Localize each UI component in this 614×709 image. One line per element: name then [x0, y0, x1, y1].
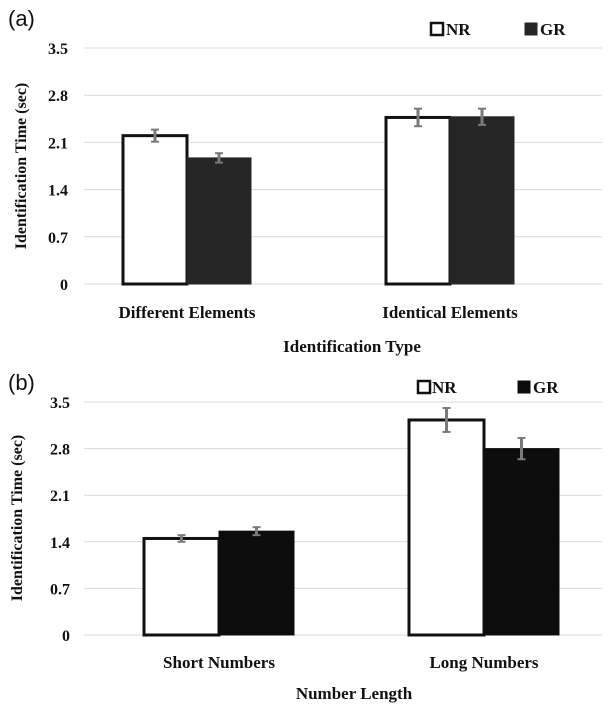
y-tick-label: 0 [62, 628, 70, 645]
y-tick-label: 3.5 [50, 395, 70, 412]
x-category-label: Identical Elements [382, 303, 518, 322]
error-bars [177, 406, 526, 543]
legend-label: NR [432, 378, 457, 397]
panel-label: (b) [8, 370, 35, 395]
y-tick-labels: 0 0.7 1.4 2.1 2.8 3.5 [48, 41, 68, 294]
bar [121, 134, 189, 286]
bars [121, 115, 515, 286]
y-tick-label: 3.5 [48, 41, 68, 58]
x-axis-label: Identification Type [283, 337, 421, 356]
y-axis-label: Identification Time (sec) [13, 83, 30, 250]
legend-swatch [517, 380, 531, 394]
chart-panel-b: (b) 0 0.7 1.4 2.1 2.8 3.5 Short Numbers Long N… [8, 370, 602, 703]
legend: NR GR [429, 20, 566, 39]
y-tick-label: 1.4 [50, 535, 70, 552]
legend: NR GR [416, 378, 559, 397]
bars [142, 418, 560, 637]
bar [407, 418, 486, 637]
y-tick-label: 0 [60, 277, 68, 294]
legend-swatch [416, 379, 432, 395]
x-category-label: Different Elements [118, 303, 255, 322]
x-axis-label: Number Length [296, 684, 413, 703]
chart-panel-a: (a) 0 0.7 1.4 2.1 2.8 3.5 Different Elements I… [8, 6, 602, 356]
legend-label: GR [533, 378, 559, 397]
panel-label: (a) [8, 6, 35, 31]
legend-swatch [524, 22, 538, 36]
legend-label: NR [446, 20, 471, 39]
error-bars [151, 107, 486, 164]
bar [142, 536, 221, 637]
y-axis-label: Identification Time (sec) [9, 435, 26, 602]
bar [384, 115, 452, 286]
y-tick-label: 2.1 [50, 488, 70, 505]
y-tick-label: 2.1 [48, 135, 68, 152]
x-category-label: Short Numbers [163, 653, 275, 672]
x-category-labels: Short Numbers Long Numbers [163, 653, 539, 672]
bar [449, 116, 515, 285]
legend-swatch [429, 21, 445, 37]
bar [186, 157, 252, 285]
y-tick-labels: 0 0.7 1.4 2.1 2.8 3.5 [50, 395, 70, 645]
bar [218, 530, 295, 636]
y-tick-label: 0.7 [48, 230, 68, 247]
bar [483, 448, 560, 636]
x-category-label: Long Numbers [429, 653, 538, 672]
y-tick-label: 2.8 [48, 88, 68, 105]
y-tick-label: 1.4 [48, 183, 68, 200]
legend-label: GR [540, 20, 566, 39]
y-tick-label: 2.8 [50, 442, 70, 459]
y-tick-label: 0.7 [50, 581, 70, 598]
x-category-labels: Different Elements Identical Elements [118, 303, 518, 322]
